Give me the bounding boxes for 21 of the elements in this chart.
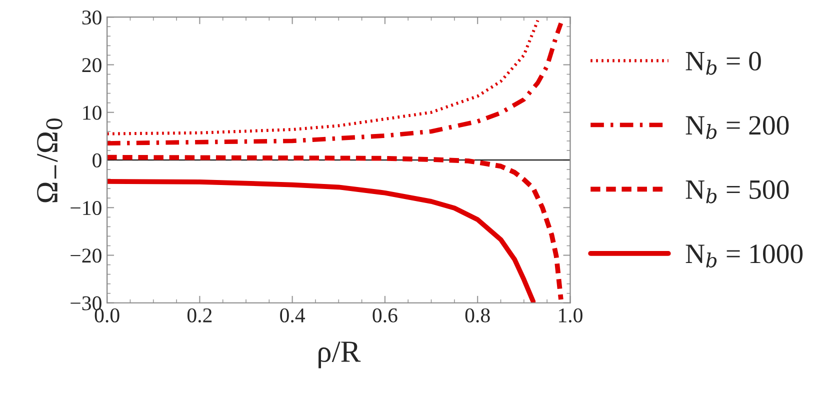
y-tick-label: 0: [92, 153, 102, 168]
line-series: [107, 179, 536, 303]
y-tick-label: −20: [70, 248, 102, 263]
x-tick-label: 0.6: [372, 308, 398, 322]
x-tick-label: 0.4: [280, 308, 306, 322]
x-tick-label: 0.2: [187, 308, 212, 322]
y-tick-label: −10: [70, 200, 102, 216]
y-axis-title: Ω$_{−}$/Ω$_{0}$: [37, 118, 62, 202]
x-tick-label: 1.0: [559, 308, 582, 322]
line-series: [107, 154, 564, 302]
legend-label: N$_{b}$ = 200: [686, 116, 789, 140]
legend-label: N$_{b}$ = 500: [686, 180, 789, 204]
x-tick-label: 0.0: [94, 308, 120, 322]
y-tick-label: 30: [82, 10, 102, 25]
legend-label: N$_{b}$ = 0: [686, 52, 761, 75]
legend-label: N$_{b}$ = 1000: [686, 244, 803, 268]
x-tick-label: 0.8: [465, 308, 490, 322]
x-axis-title: ρ/R: [318, 342, 361, 368]
y-tick-label: −30: [70, 296, 102, 310]
y-tick-label: 10: [83, 106, 102, 120]
y-tick-label: 20: [82, 58, 102, 72]
